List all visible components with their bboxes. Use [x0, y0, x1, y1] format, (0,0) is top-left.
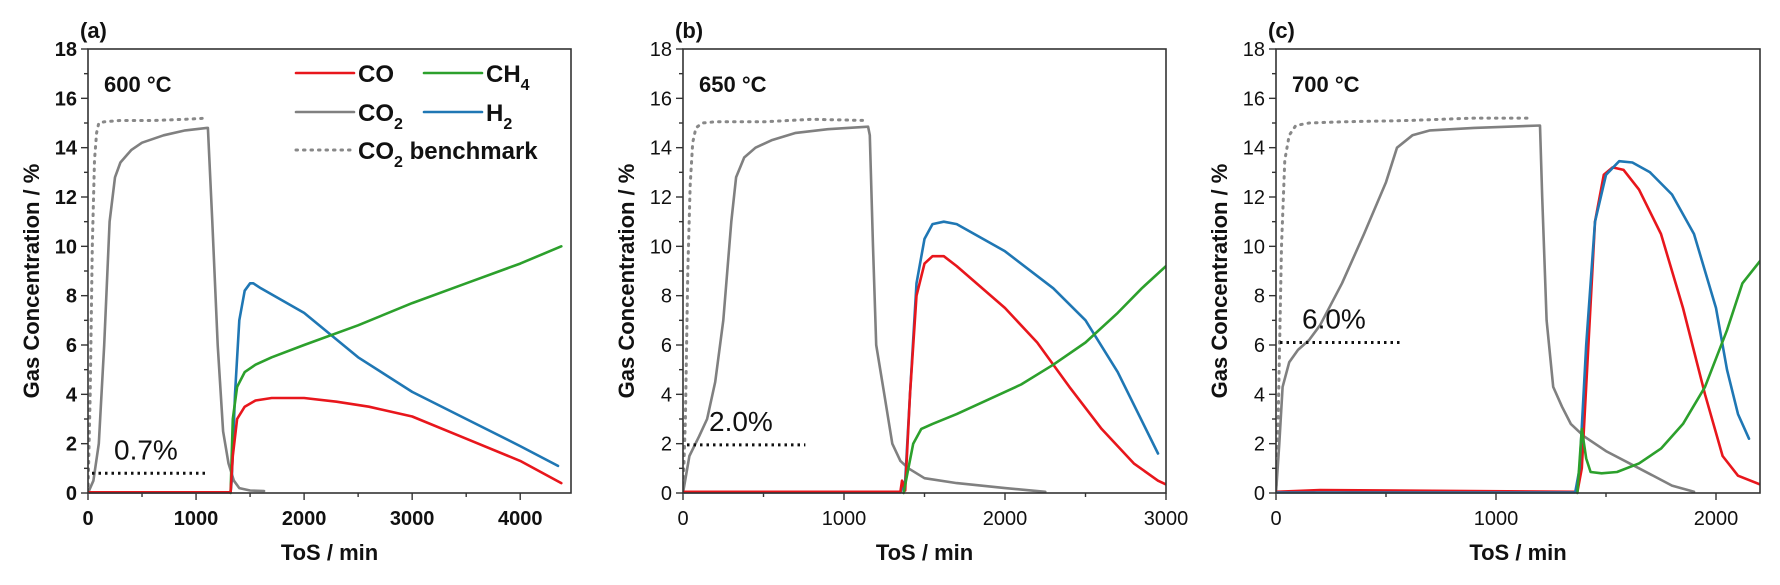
x-tick-label: 0	[677, 508, 688, 530]
temperature-label: 650 °C	[699, 72, 767, 97]
legend-label-main: CH	[486, 61, 521, 88]
panel-label: (b)	[675, 18, 703, 43]
series-co2-benchmark	[1276, 116, 1531, 495]
series-co2-benchmark	[88, 116, 209, 495]
y-tick-label: 12	[1243, 187, 1265, 209]
legend-label-suffix: benchmark	[403, 138, 538, 165]
y-tick-label: 16	[650, 88, 672, 110]
x-tick-label: 2000	[983, 508, 1028, 530]
legend-label-subscript: 4	[521, 77, 530, 94]
legend-label-main: CO	[358, 100, 394, 127]
series-co2-benchmark	[683, 117, 870, 495]
x-tick-label: 3000	[390, 508, 435, 530]
x-tick-label: 3000	[1144, 508, 1189, 530]
temperature-label: 700 °C	[1292, 72, 1360, 97]
series-ch4	[229, 245, 563, 495]
y-tick-label: 10	[1243, 236, 1265, 258]
series-co2	[683, 125, 1047, 495]
y-tick-label: 18	[55, 39, 77, 61]
y-tick-label: 2	[66, 434, 77, 456]
y-tick-label: 12	[55, 187, 77, 209]
annotation-label: 2.0%	[709, 406, 773, 437]
x-axis-label: ToS / min	[281, 540, 378, 565]
x-tick-label: 0	[82, 508, 93, 530]
panel-c: (c) 0 2 4 6 8 10 12 14 16 18 0 1000 2000 ToS / min Gas …	[1207, 18, 1761, 565]
legend-label-subscript: 2	[394, 154, 403, 171]
legend-label: CO2 benchmark	[358, 138, 538, 171]
y-tick-label: 4	[66, 384, 78, 406]
legend-label-main: H	[486, 100, 503, 127]
panel-a: (a) 0 2 4 6 8 10 12 14 16 18 0 1000 2000 3000 4000 ToS /…	[19, 18, 572, 565]
y-tick-label: 0	[661, 483, 672, 505]
y-tick-label: 6	[1254, 335, 1265, 357]
y-tick-label: 16	[55, 88, 77, 110]
y-tick-label: 14	[55, 138, 78, 160]
series-co	[88, 396, 563, 494]
series-h2	[1276, 159, 1751, 494]
plot-frame	[682, 48, 1167, 494]
x-tick-label: 2000	[1694, 508, 1739, 530]
y-tick-label: 2	[661, 434, 672, 456]
plot-frame	[87, 48, 572, 494]
x-axis-label: ToS / min	[876, 540, 973, 565]
series-co	[1276, 166, 1760, 494]
y-tick-label: 2	[1254, 434, 1265, 456]
y-tick-label: 0	[66, 483, 77, 505]
y-axis-label: Gas Concentration / %	[19, 164, 44, 399]
annotation-label: 0.7%	[114, 434, 178, 465]
x-tick-label: 4000	[498, 508, 543, 530]
y-tick-label: 14	[1243, 138, 1265, 160]
y-tick-label: 8	[66, 286, 77, 308]
x-tick-label: 0	[1270, 508, 1281, 530]
x-tick-label: 1000	[174, 508, 219, 530]
y-tick-label: 14	[650, 138, 672, 160]
series-h2	[683, 220, 1160, 494]
annotation-label: 6.0%	[1302, 304, 1366, 335]
plot-frame	[1275, 48, 1761, 494]
legend-label-subscript: 2	[503, 116, 512, 133]
y-axis-label: Gas Concentration / %	[614, 164, 639, 399]
y-tick-label: 6	[66, 335, 77, 357]
y-tick-label: 4	[661, 384, 672, 406]
y-tick-label: 6	[661, 335, 672, 357]
y-tick-label: 0	[1254, 483, 1265, 505]
y-tick-label: 18	[650, 39, 672, 61]
y-tick-label: 18	[1243, 39, 1265, 61]
legend-label-subscript: 2	[394, 116, 403, 133]
panel-label: (a)	[80, 18, 107, 43]
x-tick-label: 1000	[822, 508, 867, 530]
y-tick-label: 4	[1254, 384, 1265, 406]
x-axis-label: ToS / min	[1469, 540, 1566, 565]
series-co	[683, 254, 1166, 494]
x-tick-label: 1000	[1474, 508, 1519, 530]
legend-label: CO	[358, 61, 394, 88]
y-tick-label: 8	[661, 286, 672, 308]
legend-label: H2	[486, 100, 512, 133]
y-tick-label: 8	[1254, 286, 1265, 308]
y-axis-label: Gas Concentration / %	[1207, 164, 1232, 399]
y-tick-label: 16	[1243, 88, 1265, 110]
x-tick-label: 2000	[282, 508, 327, 530]
legend-label: CH4	[486, 61, 530, 94]
series-ch4	[902, 264, 1166, 495]
y-tick-label: 10	[55, 236, 77, 258]
legend-label-main: CO	[358, 61, 394, 88]
series-ch4	[1576, 259, 1760, 495]
legend-label-main: CO	[358, 138, 394, 165]
legend-label: CO2	[358, 100, 403, 133]
y-tick-label: 12	[650, 187, 672, 209]
y-tick-label: 10	[650, 236, 672, 258]
temperature-label: 600 °C	[104, 72, 172, 97]
panel-b: (b) 0 2 4 6 8 10 12 14 16 18 0 1000 2000 3000 ToS / min…	[614, 18, 1188, 565]
panel-label: (c)	[1268, 18, 1295, 43]
